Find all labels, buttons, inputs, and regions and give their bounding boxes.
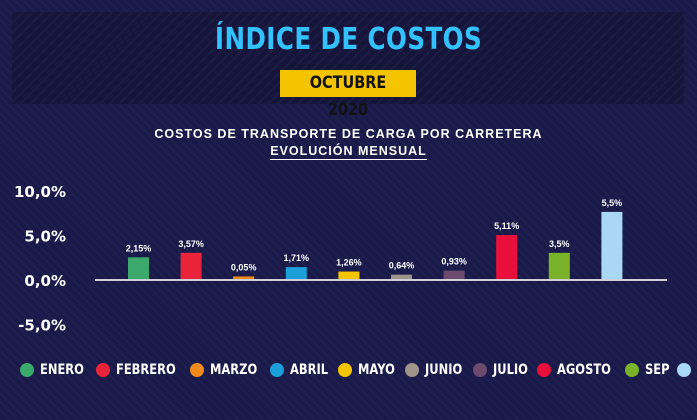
legend-label: JULIO [492, 362, 528, 378]
legend-label: ABRIL [289, 362, 329, 378]
bar-marzo [233, 276, 255, 280]
legend-item-abril: ABRIL [269, 362, 329, 378]
page-title: ÍNDICE DE COSTOS [214, 22, 483, 57]
chart-subtitle-wrap: EVOLUCIÓN MENSUAL [0, 144, 697, 160]
legend-swatch [20, 363, 34, 377]
y-tick-label: 10,0% [14, 183, 66, 201]
legend-label: FEBRERO [115, 362, 176, 378]
legend-label: JUNIO [425, 362, 463, 378]
legend-swatch [95, 363, 110, 377]
legend-swatch [269, 363, 284, 377]
legend-item-julio: JULIO [472, 362, 528, 378]
header-banner [12, 12, 684, 104]
chart-legend: ENERO FEBRERO MARZO ABRIL MAYO JUNIO JULIO AGOS… [20, 358, 692, 382]
bar-junio [391, 274, 412, 280]
bar-enero [128, 257, 149, 280]
data-label: 1,71% [284, 253, 310, 263]
legend-label: MAYO [358, 362, 396, 378]
y-tick-label: -5,0% [18, 317, 66, 335]
bar-oct [601, 211, 623, 280]
legend-swatch [537, 363, 552, 377]
legend-item-mayo: MAYO [338, 362, 395, 378]
legend-swatch [677, 363, 692, 377]
legend-swatch [338, 363, 353, 377]
data-label: 5,11% [494, 221, 519, 231]
legend-item-oct: OCT [677, 362, 697, 378]
y-tick-label: 5,0% [24, 228, 66, 246]
data-label: 5,5% [602, 198, 623, 208]
period-badge: OCTUBRE 2020 [280, 70, 416, 120]
legend-item-marzo: MARZO [190, 362, 260, 378]
legend-swatch [625, 363, 640, 377]
legend-label: AGOSTO [557, 362, 612, 378]
legend-swatch [472, 363, 487, 377]
bar-febrero [180, 252, 202, 280]
y-tick-label: 0,0% [24, 272, 66, 290]
legend-item-enero: ENERO [20, 362, 86, 378]
chart-subtitle: EVOLUCIÓN MENSUAL [270, 144, 427, 160]
chart-title: COSTOS DE TRANSPORTE DE CARGA POR CARRET… [154, 127, 543, 141]
data-label: 3,57% [178, 239, 204, 249]
data-label: 2,15% [126, 243, 152, 253]
legend-item-junio: JUNIO [405, 362, 463, 378]
legend-item-febrero: FEBRERO [95, 362, 181, 378]
bar-agosto [496, 235, 518, 280]
legend-item-agosto: AGOSTO [537, 362, 615, 378]
data-label: 1,26% [336, 258, 362, 268]
legend-label: MARZO [210, 362, 258, 378]
data-label: 3,5% [549, 239, 570, 249]
legend-swatch [405, 363, 420, 377]
bar-julio [443, 270, 465, 280]
legend-item-sep: SEP [625, 362, 670, 378]
legend-label: ENERO [40, 362, 84, 378]
legend-swatch [190, 363, 205, 377]
data-label: 0,05% [231, 262, 257, 272]
bar-mayo [338, 271, 360, 280]
data-label: 0,93% [441, 257, 467, 267]
period-label: OCTUBRE 2020 [309, 73, 387, 120]
legend-label: SEP [645, 362, 670, 378]
data-label: 0,64% [389, 261, 415, 271]
bar-sep [548, 252, 570, 280]
bar-abril [285, 267, 307, 280]
